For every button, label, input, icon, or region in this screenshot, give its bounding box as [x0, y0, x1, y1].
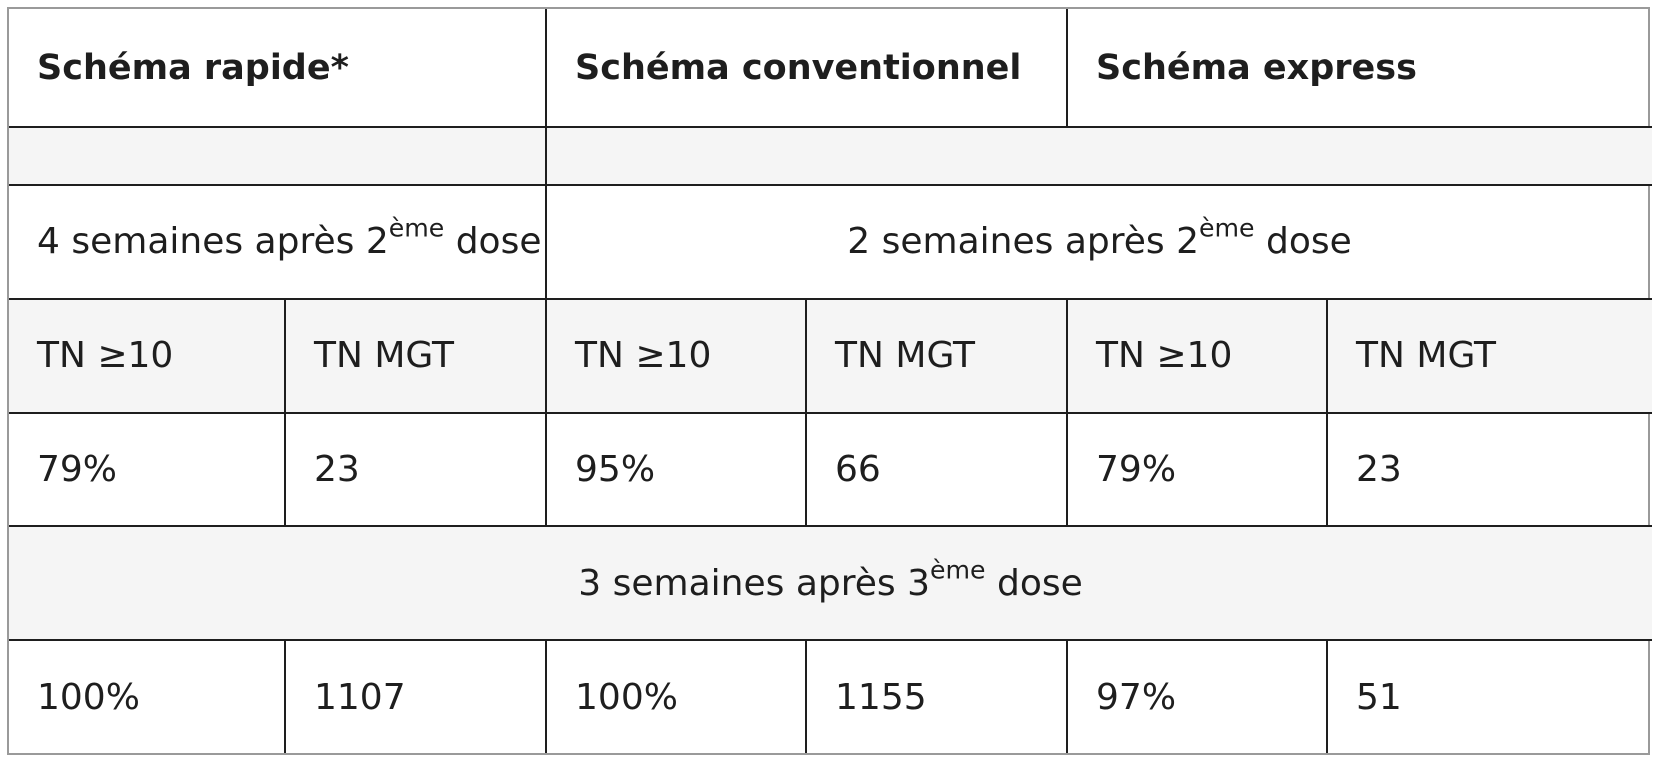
table-cell: 23 [283, 411, 548, 528]
table-cell: 51 [1326, 639, 1653, 753]
table-cell: 100% [545, 639, 808, 753]
header-schema-express: Schéma express [1066, 9, 1653, 129]
results-table: Schéma rapide* Schéma conventionnel Sché… [9, 9, 1653, 753]
blank-cell [9, 126, 548, 186]
period-row-2nd-dose: 4 semaines après 2ème dose 2 semaines ap… [9, 183, 1653, 300]
table-cell: 79% [9, 411, 286, 528]
table-row-3rd-dose: 100% 1107 100% 1155 97% 51 [9, 639, 1653, 753]
header-schema-conventionnel: Schéma conventionnel [545, 9, 1069, 129]
period-row-3rd-dose: 3 semaines après 3ème dose [9, 525, 1653, 642]
results-table-container: Schéma rapide* Schéma conventionnel Sché… [7, 7, 1653, 755]
blank-cell [545, 126, 1653, 186]
period-label-3rd-dose: 3 semaines après 3ème dose [9, 525, 1653, 642]
period-label-other: 2 semaines après 2ème dose [545, 183, 1653, 300]
table-cell: 79% [1066, 411, 1329, 528]
subheader-cell: TN ≥10 [1066, 297, 1329, 414]
table-cell: 23 [1326, 411, 1653, 528]
table-cell: 95% [545, 411, 808, 528]
subheader-cell: TN MGT [1326, 297, 1653, 414]
table-cell: 100% [9, 639, 286, 753]
table-cell: 66 [805, 411, 1069, 528]
subheader-cell: TN MGT [805, 297, 1069, 414]
table-cell: 1155 [805, 639, 1069, 753]
period-label-rapid: 4 semaines après 2ème dose [9, 183, 548, 300]
subheader-cell: TN ≥10 [545, 297, 808, 414]
table-cell: 97% [1066, 639, 1329, 753]
subheader-row: TN ≥10 TN MGT TN ≥10 TN MGT TN ≥10 TN MG… [9, 297, 1653, 414]
header-row: Schéma rapide* Schéma conventionnel Sché… [9, 9, 1653, 129]
subheader-cell: TN ≥10 [9, 297, 286, 414]
subheader-cell: TN MGT [283, 297, 548, 414]
header-schema-rapide: Schéma rapide* [9, 9, 548, 129]
table-cell: 1107 [283, 639, 548, 753]
blank-row [9, 126, 1653, 186]
table-row-2nd-dose: 79% 23 95% 66 79% 23 [9, 411, 1653, 528]
